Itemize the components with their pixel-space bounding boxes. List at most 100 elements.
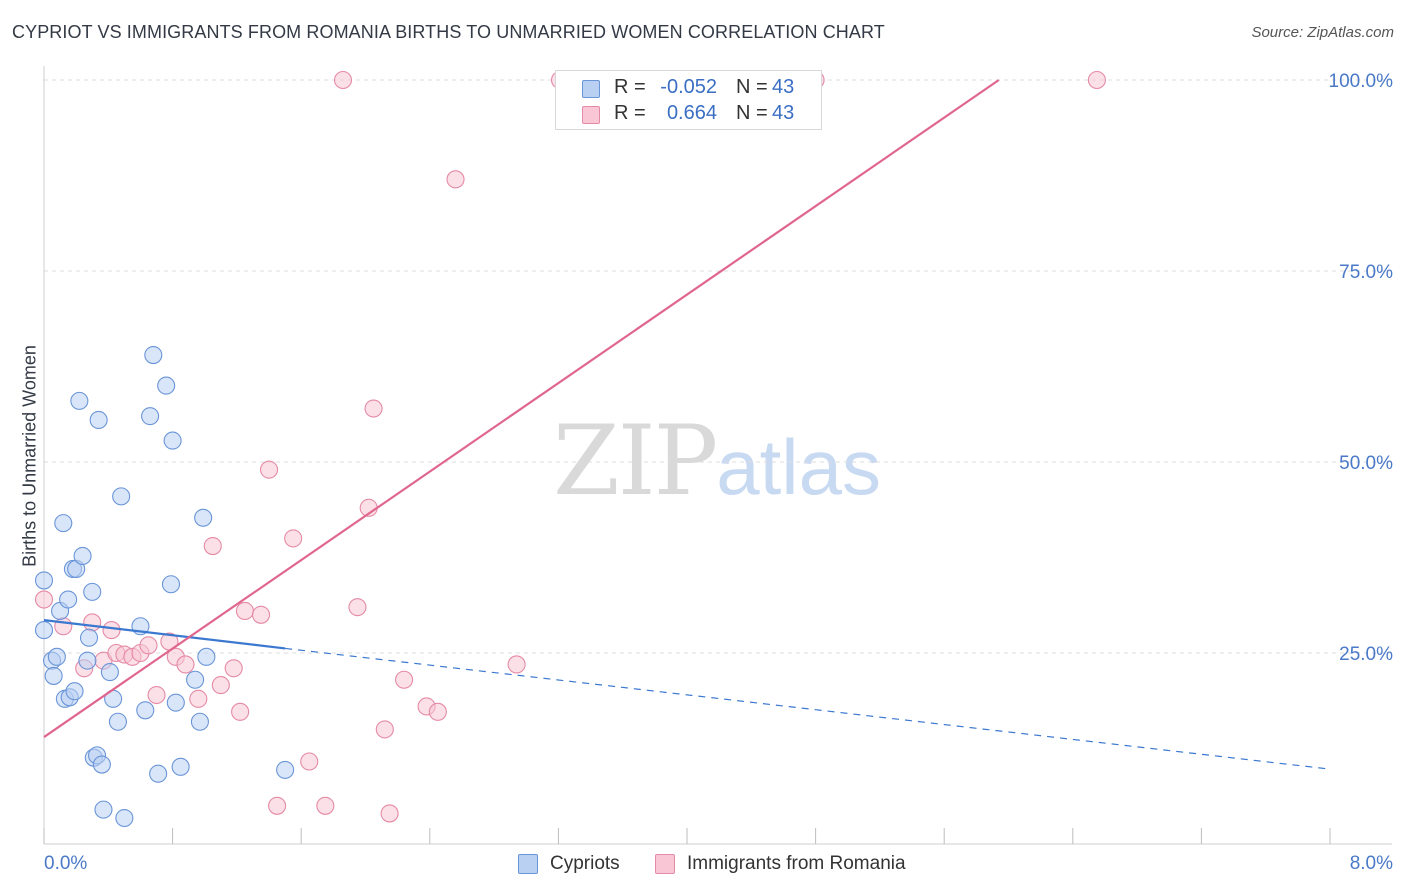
trend-line-cypriots-extension bbox=[285, 647, 1331, 770]
y-tick-label: 75.0% bbox=[1339, 262, 1393, 283]
data-point bbox=[276, 760, 295, 779]
grid-lines bbox=[44, 79, 1392, 654]
data-point bbox=[54, 617, 73, 636]
legend-n-value: 43 bbox=[772, 76, 795, 98]
x-tick-label: 0.0% bbox=[44, 853, 87, 874]
data-point bbox=[108, 712, 127, 731]
legend-swatch-cypriots bbox=[518, 854, 538, 874]
data-point bbox=[507, 655, 526, 674]
data-point bbox=[428, 702, 447, 721]
data-point bbox=[147, 685, 166, 705]
data-point bbox=[364, 399, 383, 418]
legend-swatch-blue bbox=[582, 80, 600, 98]
legend-label-cypriots: Cypriots bbox=[550, 853, 620, 874]
data-point bbox=[34, 571, 54, 590]
data-point bbox=[149, 764, 168, 783]
data-point bbox=[47, 647, 66, 666]
data-point bbox=[284, 529, 303, 548]
data-point bbox=[83, 613, 102, 632]
y-tick-label: 25.0% bbox=[1339, 644, 1393, 665]
data-point bbox=[94, 800, 113, 819]
data-point bbox=[446, 170, 465, 189]
x-tick-label: 8.0% bbox=[1350, 853, 1393, 874]
data-point bbox=[78, 651, 97, 670]
series-cypriots bbox=[34, 345, 295, 828]
data-point bbox=[100, 663, 119, 682]
data-point bbox=[333, 70, 353, 90]
data-point bbox=[395, 670, 414, 689]
watermark-atlas: atlas bbox=[716, 423, 881, 511]
legend-r-label: R = bbox=[614, 76, 646, 98]
tick-labels: 25.0% 50.0% 75.0% 100.0% 0.0% 8.0% bbox=[44, 71, 1393, 874]
data-point bbox=[166, 693, 185, 712]
data-point bbox=[300, 752, 319, 771]
data-point bbox=[190, 712, 209, 731]
legend-r-value: 0.664 bbox=[666, 102, 717, 124]
trend-line-cypriots bbox=[43, 619, 286, 650]
y-tick-label: 50.0% bbox=[1339, 453, 1393, 474]
source-label: Source: ZipAtlas.com bbox=[1251, 24, 1394, 41]
legend-r-label: R = bbox=[614, 102, 646, 124]
data-point bbox=[316, 796, 335, 815]
data-point bbox=[54, 514, 73, 533]
data-point bbox=[136, 701, 155, 720]
data-point bbox=[89, 410, 108, 430]
data-point bbox=[83, 582, 102, 601]
data-point bbox=[112, 487, 131, 506]
data-point bbox=[380, 804, 399, 823]
data-point bbox=[268, 796, 287, 815]
data-point bbox=[139, 636, 158, 655]
data-point bbox=[44, 666, 63, 685]
legend-swatch-romania bbox=[655, 854, 675, 874]
data-point bbox=[1087, 70, 1106, 90]
data-point bbox=[197, 647, 216, 666]
data-point bbox=[189, 689, 208, 708]
legend-r-value: -0.052 bbox=[660, 76, 717, 98]
data-point bbox=[203, 536, 222, 556]
data-point bbox=[34, 590, 54, 609]
data-point bbox=[65, 682, 84, 701]
legend-n-label: N = bbox=[736, 102, 768, 124]
watermark-zip: ZIP bbox=[553, 405, 718, 517]
data-point bbox=[102, 621, 121, 640]
data-point bbox=[176, 655, 195, 674]
data-point bbox=[161, 575, 181, 594]
data-point bbox=[59, 590, 78, 609]
data-point bbox=[73, 546, 92, 566]
y-tick-label: 100.0% bbox=[1329, 71, 1394, 92]
data-point bbox=[224, 659, 243, 678]
data-point bbox=[194, 508, 213, 527]
axes bbox=[43, 66, 1392, 845]
data-point bbox=[259, 460, 279, 479]
data-point bbox=[375, 720, 394, 739]
chart-title: CYPRIOT VS IMMIGRANTS FROM ROMANIA BIRTH… bbox=[12, 22, 885, 42]
data-point bbox=[79, 628, 99, 647]
data-point bbox=[211, 676, 230, 695]
data-point bbox=[70, 391, 89, 410]
data-point bbox=[251, 605, 271, 624]
data-point bbox=[186, 670, 205, 689]
data-point bbox=[235, 601, 254, 621]
series-immigrants-from-romania bbox=[34, 70, 1106, 823]
trend-lines bbox=[43, 79, 1331, 770]
watermark: ZIPatlas bbox=[553, 405, 881, 517]
legend-swatch-pink bbox=[582, 106, 600, 124]
legend-row-romania: R = 0.664 N = 43 bbox=[556, 102, 823, 128]
data-point bbox=[141, 407, 160, 426]
legend-n-value: 43 bbox=[772, 102, 795, 124]
data-point bbox=[34, 621, 54, 640]
data-point bbox=[92, 755, 111, 774]
trend-line-romania bbox=[43, 79, 1000, 738]
correlation-legend: R = -0.052 N = 43 R = 0.664 N = 43 bbox=[555, 70, 822, 130]
data-point bbox=[163, 431, 182, 450]
legend-label-romania: Immigrants from Romania bbox=[687, 853, 906, 874]
data-point bbox=[171, 757, 190, 776]
legend-n-label: N = bbox=[736, 76, 768, 98]
data-point bbox=[157, 376, 176, 395]
data-point bbox=[231, 702, 250, 721]
legend-row-cypriots: R = -0.052 N = 43 bbox=[556, 76, 823, 102]
data-point bbox=[144, 345, 163, 365]
data-point bbox=[348, 598, 367, 617]
series-legend: Cypriots Immigrants from Romania bbox=[0, 853, 1406, 879]
